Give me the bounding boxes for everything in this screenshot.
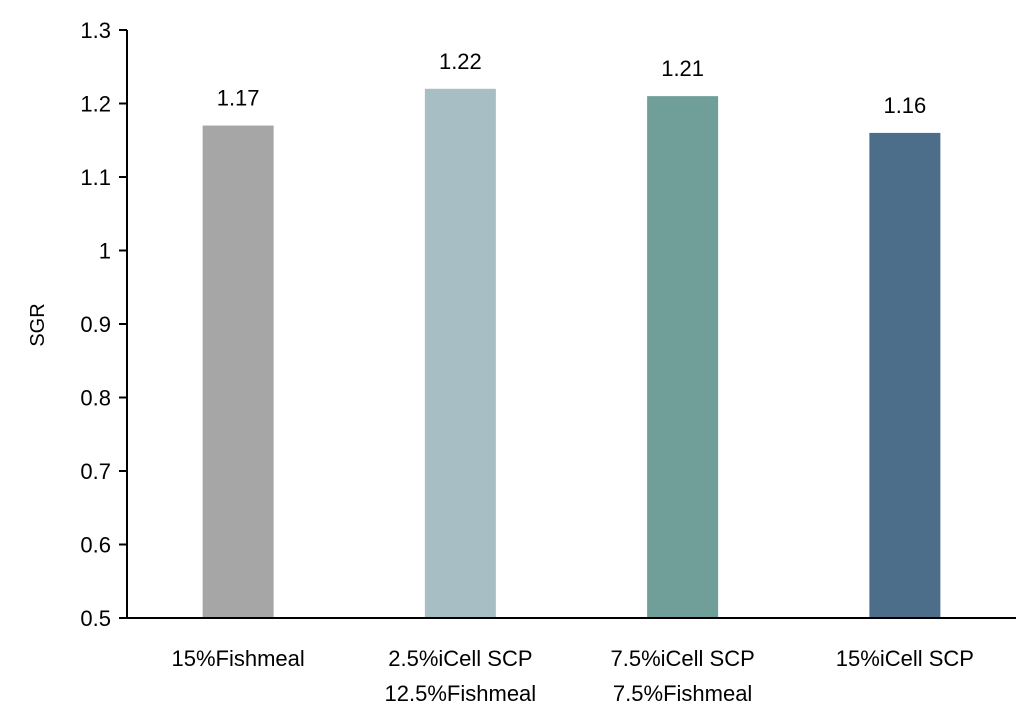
category-label-line: 15%iCell SCP bbox=[836, 646, 974, 671]
bar-value-label: 1.21 bbox=[661, 56, 704, 81]
y-axis-title: SGR bbox=[27, 303, 49, 346]
y-tick-label: 0.8 bbox=[80, 386, 111, 411]
category-label-line: 7.5%Fishmeal bbox=[613, 681, 752, 706]
bar bbox=[647, 96, 719, 618]
y-tick-label: 1.3 bbox=[80, 18, 111, 43]
bar bbox=[424, 88, 496, 619]
x-axis-labels: 15%Fishmeal 2.5%iCell SCP 12.5%Fishmeal 7.5… bbox=[171, 646, 973, 706]
y-tick-label: 1 bbox=[99, 239, 111, 264]
bar-value-label: 1.22 bbox=[439, 49, 482, 74]
category-label: 7.5%iCell SCP 7.5%Fishmeal bbox=[610, 646, 754, 706]
y-axis-title-group: SGR bbox=[27, 303, 49, 346]
data-labels: 1.17 1.22 1.21 1.16 bbox=[217, 49, 927, 118]
y-tick-label: 1.1 bbox=[80, 165, 111, 190]
category-label-line: 15%Fishmeal bbox=[171, 646, 304, 671]
category-label: 2.5%iCell SCP 12.5%Fishmeal bbox=[385, 646, 537, 706]
y-tick-label: 0.6 bbox=[80, 533, 111, 558]
category-label-line: 7.5%iCell SCP bbox=[610, 646, 754, 671]
bar bbox=[869, 132, 941, 618]
bars bbox=[202, 88, 941, 619]
y-axis-ticks: 0.5 0.6 0.7 0.8 0.9 1 1.1 1.2 1.3 bbox=[80, 18, 127, 631]
bar-value-label: 1.17 bbox=[217, 86, 260, 111]
category-label-line: 2.5%iCell SCP bbox=[388, 646, 532, 671]
category-label: 15%Fishmeal bbox=[171, 646, 304, 671]
axes bbox=[126, 30, 1016, 619]
y-tick-label: 1.2 bbox=[80, 92, 111, 117]
y-tick-label: 0.9 bbox=[80, 312, 111, 337]
y-tick-label: 0.7 bbox=[80, 459, 111, 484]
bar-value-label: 1.16 bbox=[883, 93, 926, 118]
category-label-line: 12.5%Fishmeal bbox=[385, 681, 537, 706]
category-label: 15%iCell SCP bbox=[836, 646, 974, 671]
bar bbox=[202, 125, 274, 619]
y-tick-label: 0.5 bbox=[80, 606, 111, 631]
